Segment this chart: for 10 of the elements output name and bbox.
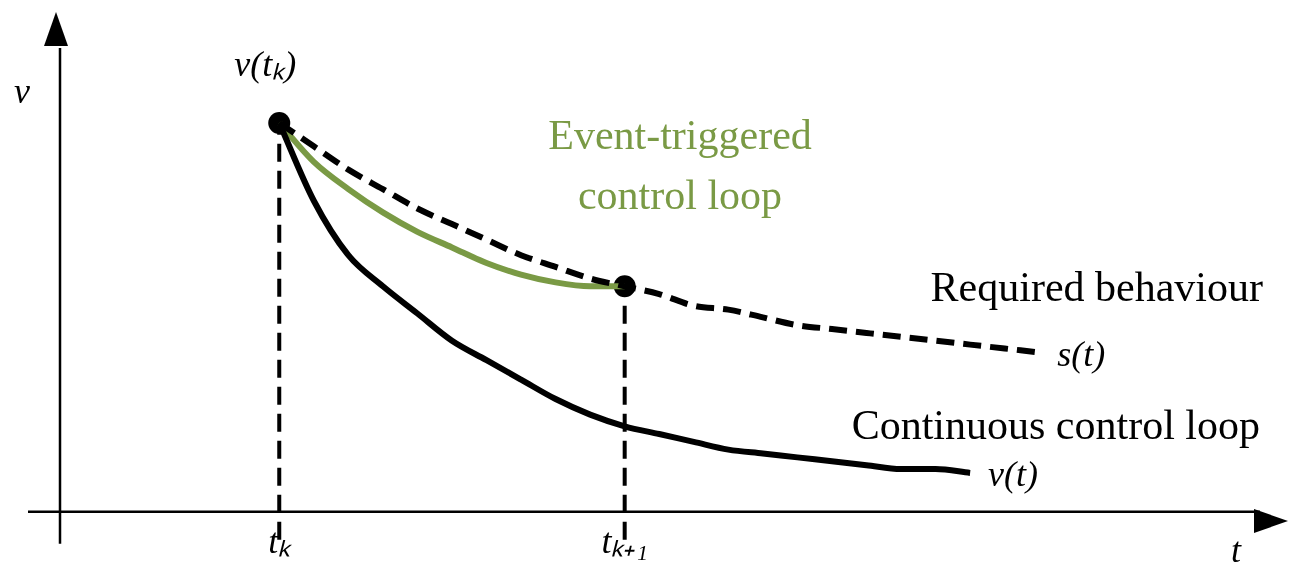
series-label: Continuous control loop	[851, 402, 1260, 449]
x-tick-label: tₖ	[268, 520, 293, 561]
x-tick-label: tₖ₊₁	[601, 520, 648, 561]
series-label: Required behaviour	[930, 264, 1264, 311]
annotation: v(tₖ)	[234, 44, 297, 85]
x-axis-title: t	[1230, 530, 1242, 571]
series-label: Event-triggered control loop	[548, 112, 812, 219]
annotation: v(t)	[988, 454, 1039, 495]
annotation: s(t)	[1057, 333, 1106, 374]
y-axis-title: v	[14, 71, 31, 112]
